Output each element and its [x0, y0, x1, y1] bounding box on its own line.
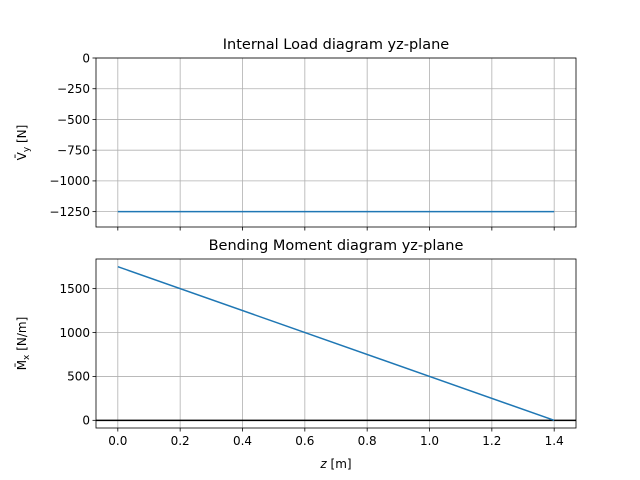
shear-y-tick-label: −500 [57, 113, 90, 127]
moment-y-tick-label: 1500 [59, 282, 90, 296]
moment-x-tick-label: 1.0 [420, 434, 439, 448]
moment-y-symbol: M̄ [15, 360, 29, 370]
moment-x-tick-label: 0.6 [295, 434, 314, 448]
moment-y-unit: [N/m] [15, 317, 29, 355]
moment-x-tick-label: 0.2 [171, 434, 190, 448]
shear-y-tick-label: −750 [57, 143, 90, 157]
moment-y-tick-label: 1000 [59, 326, 90, 340]
moment-x-tick-label: 0.8 [358, 434, 377, 448]
shear-y-tick-label: −250 [57, 82, 90, 96]
shear-y-unit: [N] [15, 125, 29, 147]
moment-x-unit: [m] [327, 457, 352, 471]
moment-y-tick-label: 500 [67, 370, 90, 384]
moment-x-axis-label: z [m] [319, 457, 351, 471]
moment-chart-title: Bending Moment diagram yz-plane [209, 238, 464, 254]
moment-x-tick-label: 1.2 [482, 434, 501, 448]
moment-x-tick-label: 1.4 [545, 434, 564, 448]
shear-y-tick-label: 0 [82, 51, 90, 65]
shear-y-tick-label: −1250 [49, 205, 90, 219]
moment-x-tick-label: 0.0 [108, 434, 127, 448]
shear-chart-title: Internal Load diagram yz-plane [223, 37, 450, 53]
moment-y-tick-label: 0 [82, 414, 90, 428]
shear-y-tick-label: −1000 [49, 174, 90, 188]
moment-x-tick-label: 0.4 [233, 434, 252, 448]
